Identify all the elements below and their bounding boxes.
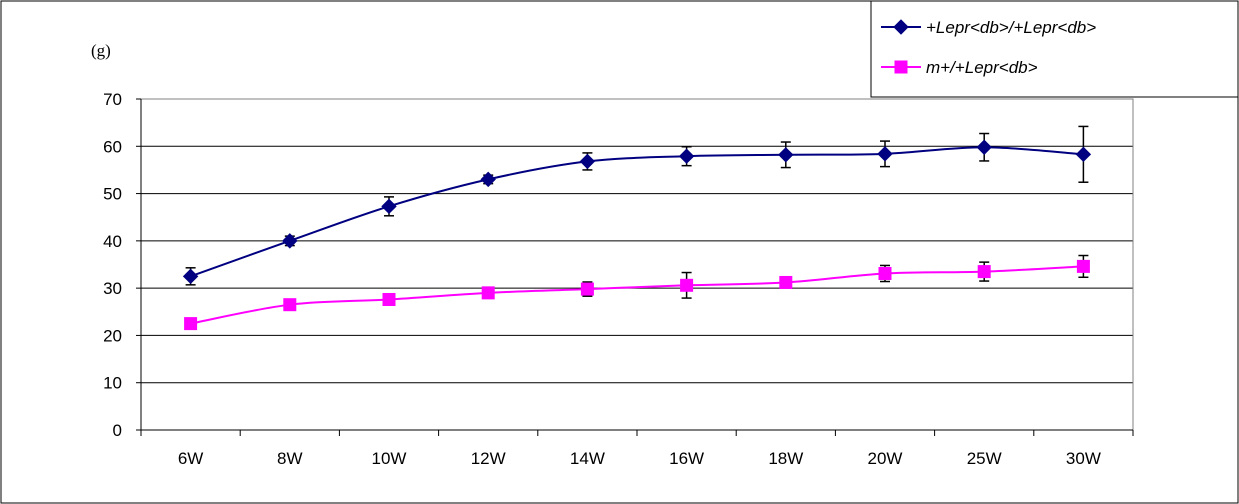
x-tick-label-25W: 25W [967, 449, 1002, 468]
legend-label: m+/+Lepr<db> [926, 58, 1038, 77]
data-point-10W [381, 198, 397, 215]
data-point-25W [976, 139, 992, 155]
y-tick-label-10: 10 [103, 374, 122, 393]
x-tick-label-12W: 12W [471, 449, 506, 468]
series-2-line [190, 265, 1084, 325]
y-tick-label-30: 30 [103, 279, 122, 298]
legend-item-1: +Lepr<db>/+Lepr<db> [881, 18, 1096, 37]
data-point-12W [480, 171, 496, 188]
data-point-30W [1075, 146, 1092, 163]
x-tick-label-8W: 8W [277, 449, 303, 468]
x-tick-label-14W: 14W [570, 449, 605, 468]
legend-box [870, 0, 1239, 98]
series-layer [182, 125, 1092, 331]
y-axis: 0 10 20 30 40 50 60 70 [103, 90, 142, 440]
x-tick-label-16W: 16W [669, 449, 704, 468]
y-tick-label-0: 0 [113, 421, 122, 440]
data-point-14W [579, 153, 596, 170]
y-tick-label-70: 70 [103, 90, 122, 109]
data-point-25W [977, 265, 991, 279]
data-point-8W [282, 233, 298, 249]
data-point-20W [878, 266, 892, 280]
data-point-30W [1076, 259, 1090, 273]
y-tick-label-50: 50 [103, 185, 122, 204]
y-tick-label-40: 40 [103, 232, 122, 251]
gridlines [141, 145, 1133, 384]
data-point-8W [283, 298, 297, 312]
y-tick-label-60: 60 [103, 137, 122, 156]
x-tick-label-20W: 20W [868, 449, 903, 468]
x-axis: 6W 8W 10W 12W 14W 16W 18W 20W 25W 30W [140, 429, 1134, 468]
data-point-6W [184, 317, 198, 331]
x-tick-label-6W: 6W [178, 449, 204, 468]
series-1-line [190, 146, 1084, 278]
data-point-20W [877, 146, 893, 162]
x-tick-label-30W: 30W [1066, 449, 1101, 468]
data-point-18W [779, 275, 793, 289]
x-tick-label-10W: 10W [372, 449, 407, 468]
legend-marker-square [894, 60, 908, 74]
data-point-10W [382, 292, 396, 306]
data-point-12W [481, 286, 495, 300]
data-point-16W [680, 278, 694, 292]
legend-label: +Lepr<db>/+Lepr<db> [926, 18, 1096, 37]
series-2 [184, 254, 1090, 331]
data-point-18W [778, 147, 794, 163]
series-1 [182, 125, 1092, 286]
legend-item-2: m+/+Lepr<db> [881, 58, 1038, 77]
x-tick-label-18W: 18W [768, 449, 803, 468]
data-point-16W [678, 148, 695, 164]
data-point-14W [580, 282, 594, 296]
legend: +Lepr<db>/+Lepr<db> m+/+Lepr<db> [870, 0, 1239, 98]
data-point-6W [182, 268, 199, 285]
y-axis-unit: (g) [91, 41, 111, 60]
legend-marker-diamond [893, 19, 909, 35]
y-tick-label-20: 20 [103, 326, 122, 345]
